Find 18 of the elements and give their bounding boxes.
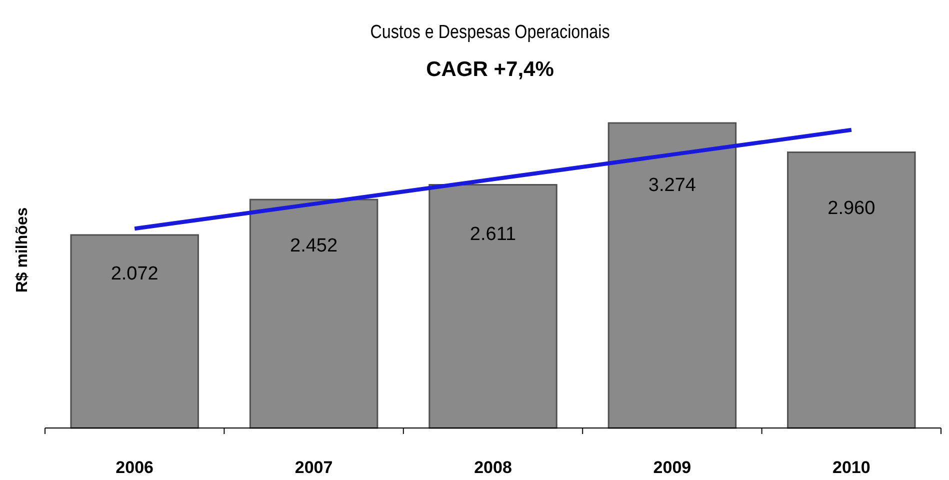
data-label: 2.452 [290,236,338,257]
bar [70,234,199,429]
x-tick-label: 2006 [116,458,154,477]
x-tick-label: 2010 [832,458,870,477]
data-label: 2.611 [470,224,516,245]
y-axis-title: R$ milhões [14,207,31,293]
bar [428,184,558,429]
data-label: 3.274 [648,175,696,196]
bar [608,122,737,429]
bar [787,152,916,429]
data-label: 2.960 [828,198,876,220]
chart-subtitle: CAGR +7,4% [426,58,554,81]
data-label: 2.072 [110,264,158,285]
x-tick-label: 2009 [653,458,692,477]
bar [249,198,378,429]
x-tick-label: 2008 [474,458,512,477]
chart-title: Custos e Despesas Operacionais [370,20,610,42]
x-tick-label: 2007 [294,458,333,477]
